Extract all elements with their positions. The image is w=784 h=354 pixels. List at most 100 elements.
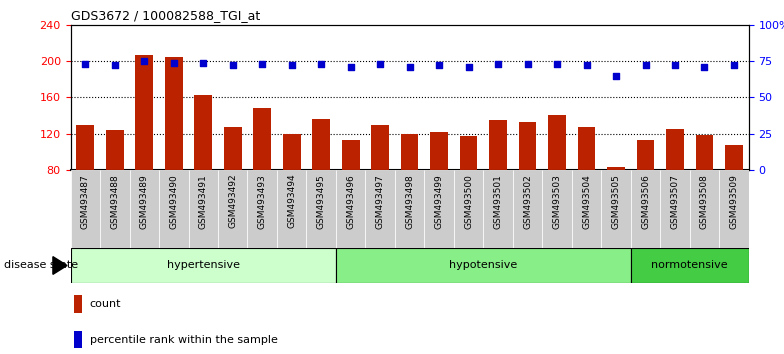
Bar [159, 170, 188, 248]
Point [108, 63, 121, 68]
Bar [601, 170, 631, 248]
Text: GSM493487: GSM493487 [81, 174, 90, 229]
Text: hypertensive: hypertensive [167, 261, 240, 270]
Point [699, 64, 711, 70]
Bar [336, 170, 365, 248]
Bar [106, 130, 124, 170]
Bar [74, 295, 82, 313]
Point [374, 61, 387, 67]
Text: GSM493488: GSM493488 [111, 174, 119, 229]
Bar [424, 170, 454, 248]
Bar [129, 170, 159, 248]
Text: GSM493503: GSM493503 [553, 174, 561, 229]
Point [610, 73, 622, 78]
Bar [77, 125, 94, 170]
Bar [253, 108, 271, 170]
Text: GSM493505: GSM493505 [612, 174, 621, 229]
Bar [188, 170, 218, 248]
Bar [365, 170, 395, 248]
Bar [489, 120, 507, 170]
Text: GSM493492: GSM493492 [228, 174, 238, 228]
Text: count: count [89, 299, 121, 309]
Point [227, 63, 239, 68]
Bar [71, 170, 100, 248]
Text: normotensive: normotensive [652, 261, 728, 270]
Text: GSM493508: GSM493508 [700, 174, 709, 229]
Bar [277, 170, 307, 248]
Point [403, 64, 416, 70]
Bar [459, 136, 477, 170]
Bar [548, 115, 566, 170]
Text: GSM493489: GSM493489 [140, 174, 149, 229]
Text: GSM493509: GSM493509 [729, 174, 739, 229]
Bar [690, 170, 719, 248]
Bar [248, 170, 277, 248]
Text: hypotensive: hypotensive [449, 261, 517, 270]
Bar [194, 95, 212, 170]
Point [580, 63, 593, 68]
Bar [631, 248, 749, 283]
Point [728, 63, 740, 68]
Point [521, 61, 534, 67]
Bar [666, 129, 684, 170]
Bar [454, 170, 484, 248]
Bar [637, 140, 655, 170]
Text: GSM493502: GSM493502 [523, 174, 532, 229]
Bar [395, 170, 424, 248]
Text: GSM493498: GSM493498 [405, 174, 414, 229]
Bar [660, 170, 690, 248]
Text: GDS3672 / 100082588_TGI_at: GDS3672 / 100082588_TGI_at [71, 9, 260, 22]
Point [168, 60, 180, 65]
Bar [572, 170, 601, 248]
Text: GSM493491: GSM493491 [198, 174, 208, 229]
Bar [100, 170, 129, 248]
Point [433, 63, 445, 68]
Point [197, 60, 209, 65]
Point [492, 61, 504, 67]
Bar [224, 127, 241, 170]
Bar [543, 170, 572, 248]
Bar [342, 140, 360, 170]
Text: GSM493499: GSM493499 [434, 174, 444, 229]
Point [138, 58, 151, 64]
Text: GSM493507: GSM493507 [670, 174, 680, 229]
Bar [430, 132, 448, 170]
Point [551, 61, 564, 67]
Text: GSM493504: GSM493504 [582, 174, 591, 229]
Text: percentile rank within the sample: percentile rank within the sample [89, 335, 278, 345]
Text: GSM493500: GSM493500 [464, 174, 473, 229]
Bar [519, 122, 536, 170]
Bar [74, 331, 82, 348]
Text: GSM493493: GSM493493 [258, 174, 267, 229]
Point [285, 63, 298, 68]
Bar [513, 170, 543, 248]
Bar [283, 133, 300, 170]
Point [79, 61, 92, 67]
Bar [578, 127, 595, 170]
Point [669, 63, 681, 68]
Bar [336, 248, 631, 283]
Text: GSM493501: GSM493501 [494, 174, 503, 229]
Bar [725, 144, 742, 170]
Text: GSM493490: GSM493490 [169, 174, 178, 229]
Point [639, 63, 652, 68]
Point [256, 61, 268, 67]
Bar [165, 57, 183, 170]
Bar [484, 170, 513, 248]
Text: GSM493497: GSM493497 [376, 174, 385, 229]
Polygon shape [53, 257, 67, 274]
Text: disease state: disease state [4, 261, 78, 270]
Text: GSM493496: GSM493496 [347, 174, 355, 229]
Bar [695, 136, 713, 170]
Text: GSM493494: GSM493494 [287, 174, 296, 228]
Bar [631, 170, 660, 248]
Bar [307, 170, 336, 248]
Bar [607, 167, 625, 170]
Point [344, 64, 357, 70]
Bar [719, 170, 749, 248]
Text: GSM493506: GSM493506 [641, 174, 650, 229]
Bar [136, 55, 153, 170]
Bar [218, 170, 248, 248]
Bar [401, 133, 419, 170]
Point [463, 64, 475, 70]
